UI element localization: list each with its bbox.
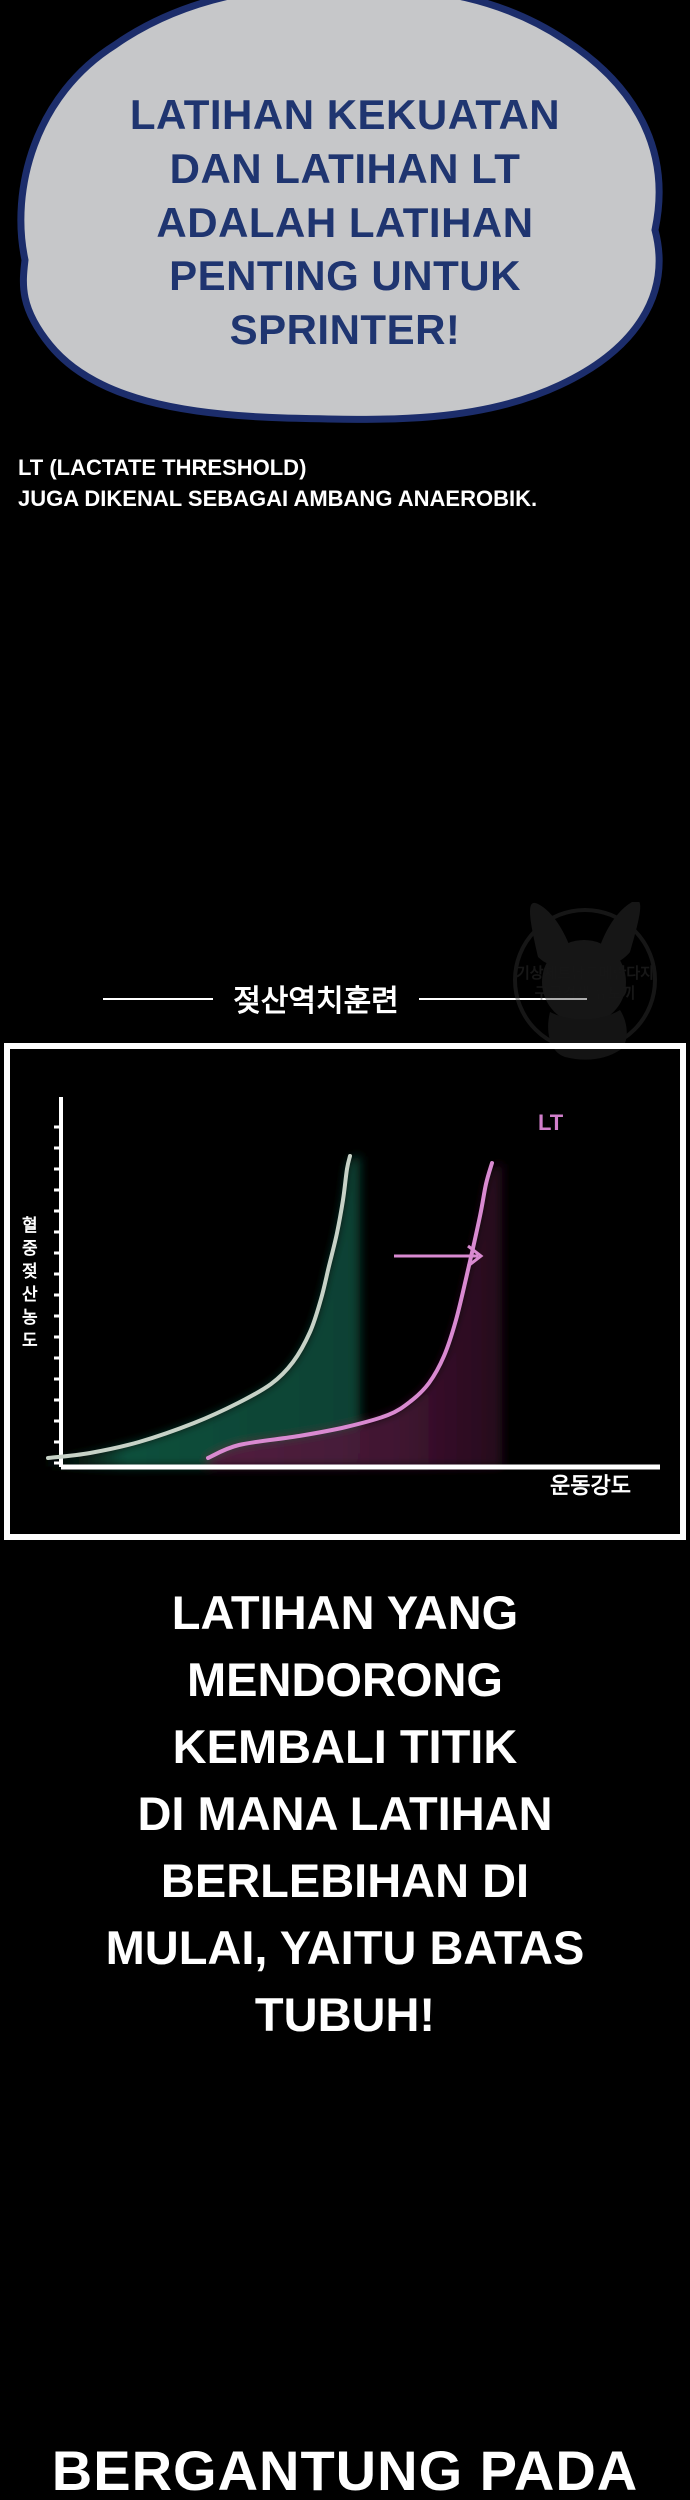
svg-text:LT: LT [538, 1110, 564, 1135]
svg-text:운동강도: 운동강도 [550, 1473, 631, 1498]
